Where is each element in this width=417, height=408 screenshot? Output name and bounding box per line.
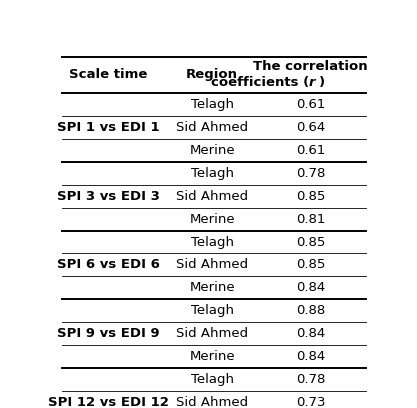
Text: 0.84: 0.84 bbox=[296, 282, 325, 295]
Text: Sid Ahmed: Sid Ahmed bbox=[176, 327, 248, 340]
Text: The correlation: The correlation bbox=[254, 60, 368, 73]
Text: 0.85: 0.85 bbox=[296, 190, 325, 203]
Text: 0.78: 0.78 bbox=[296, 167, 325, 180]
Text: Sid Ahmed: Sid Ahmed bbox=[176, 396, 248, 408]
Text: 0.88: 0.88 bbox=[296, 304, 325, 317]
Text: 0.64: 0.64 bbox=[296, 121, 325, 134]
Text: Region: Region bbox=[186, 69, 238, 81]
Text: Merine: Merine bbox=[189, 213, 235, 226]
Text: Scale time: Scale time bbox=[70, 69, 148, 81]
Text: Telagh: Telagh bbox=[191, 98, 234, 111]
Text: 0.73: 0.73 bbox=[296, 396, 325, 408]
Text: ): ) bbox=[319, 75, 325, 89]
Text: Telagh: Telagh bbox=[191, 373, 234, 386]
Text: SPI 3 vs EDI 3: SPI 3 vs EDI 3 bbox=[57, 190, 160, 203]
Text: 0.84: 0.84 bbox=[296, 327, 325, 340]
Text: Merine: Merine bbox=[189, 350, 235, 363]
Text: Sid Ahmed: Sid Ahmed bbox=[176, 190, 248, 203]
Text: r: r bbox=[309, 75, 316, 89]
Text: coefficients (: coefficients ( bbox=[211, 75, 309, 89]
Text: 0.84: 0.84 bbox=[296, 350, 325, 363]
Text: Sid Ahmed: Sid Ahmed bbox=[176, 258, 248, 271]
Text: SPI 6 vs EDI 6: SPI 6 vs EDI 6 bbox=[57, 258, 160, 271]
Text: coefficients (​​​​): coefficients (​​​​) bbox=[259, 75, 363, 89]
Text: 0.61: 0.61 bbox=[296, 98, 325, 111]
Text: 0.81: 0.81 bbox=[296, 213, 325, 226]
Text: Telagh: Telagh bbox=[191, 167, 234, 180]
Text: 0.61: 0.61 bbox=[296, 144, 325, 157]
Text: 0.78: 0.78 bbox=[296, 373, 325, 386]
Text: Sid Ahmed: Sid Ahmed bbox=[176, 121, 248, 134]
Text: Telagh: Telagh bbox=[191, 235, 234, 248]
Text: 0.85: 0.85 bbox=[296, 235, 325, 248]
Text: SPI 1 vs EDI 1: SPI 1 vs EDI 1 bbox=[58, 121, 160, 134]
Text: Merine: Merine bbox=[189, 144, 235, 157]
Text: SPI 9 vs EDI 9: SPI 9 vs EDI 9 bbox=[58, 327, 160, 340]
Text: SPI 12 vs EDI 12: SPI 12 vs EDI 12 bbox=[48, 396, 169, 408]
Text: 0.85: 0.85 bbox=[296, 258, 325, 271]
Text: Merine: Merine bbox=[189, 282, 235, 295]
Text: Telagh: Telagh bbox=[191, 304, 234, 317]
